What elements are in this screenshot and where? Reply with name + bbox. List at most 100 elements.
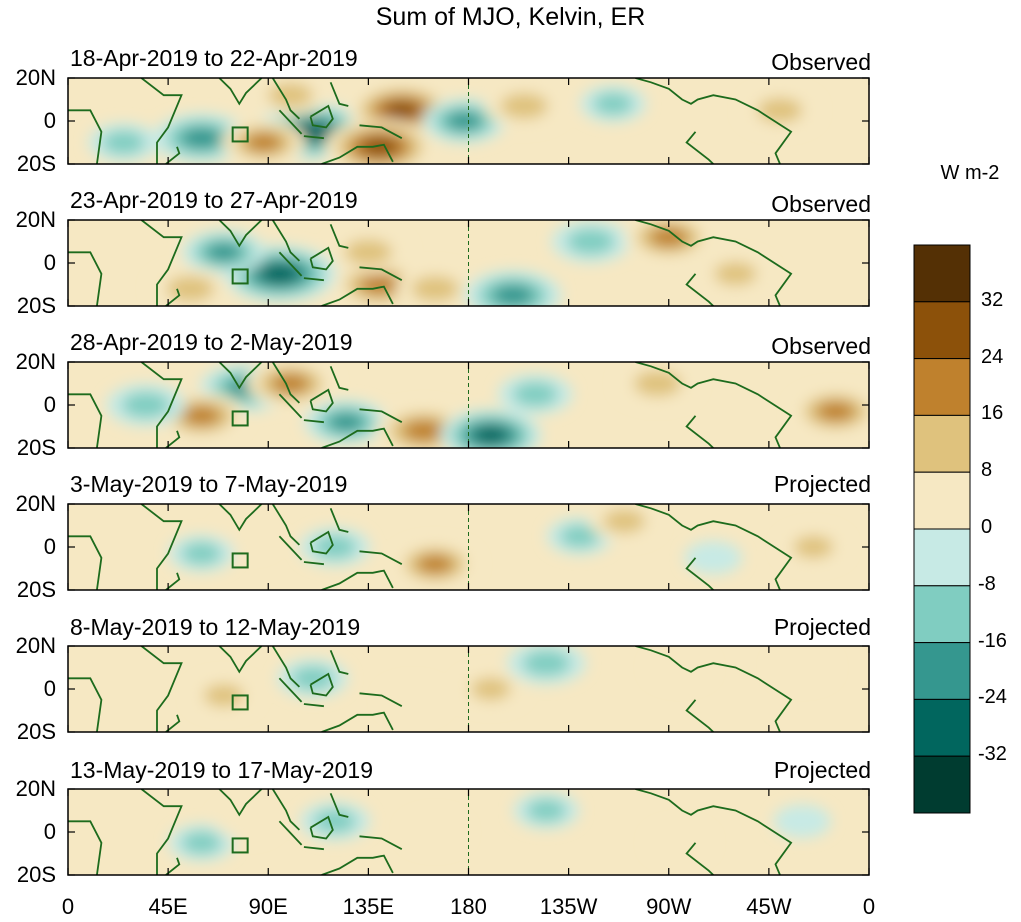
colorbar-swatch <box>913 471 971 530</box>
colorbar-units: W m-2 <box>940 162 1000 184</box>
colorbar-swatch <box>913 301 971 360</box>
coastline <box>309 246 334 271</box>
coastline <box>271 362 301 404</box>
region-box <box>231 126 249 143</box>
coastline <box>68 820 103 875</box>
anomaly-region <box>215 803 277 839</box>
map-panel <box>67 77 870 165</box>
y-tick-label: 20N <box>15 349 56 374</box>
anomaly-region <box>182 405 221 426</box>
coastline <box>165 430 181 448</box>
x-tick-label: 45E <box>148 894 188 919</box>
anomaly-region <box>526 799 567 822</box>
anomaly-region <box>649 825 711 861</box>
anomaly-region <box>793 535 834 559</box>
x-tick-label: 90W <box>646 894 692 919</box>
anomaly-region <box>633 370 682 397</box>
coastline <box>321 427 394 448</box>
x-tick-label: 180 <box>450 894 487 919</box>
anomaly-region <box>268 83 313 108</box>
colorbar-tick-label: 0 <box>981 516 993 538</box>
x-tick-label: 90E <box>248 894 288 919</box>
coastline <box>635 220 793 306</box>
anomaly-region <box>384 101 420 120</box>
anomaly-region <box>567 228 615 255</box>
anomaly-region <box>470 677 511 701</box>
y-tick-label: 0 <box>43 819 56 844</box>
coastline <box>635 789 793 875</box>
coastline <box>68 535 103 590</box>
y-tick-label: 20S <box>16 577 56 602</box>
y-tick-label: 20N <box>15 65 56 90</box>
anomaly-region <box>291 666 334 690</box>
colorbar-swatch <box>913 528 971 587</box>
y-tick-label: 20N <box>15 776 56 801</box>
anomaly-region <box>403 420 445 442</box>
coastline <box>685 699 714 732</box>
anomaly-region <box>382 682 444 718</box>
panel-date-range: 8-May-2019 to 12-May-2019 <box>70 614 361 640</box>
coastline <box>685 557 714 590</box>
colorbar-tick-label: 24 <box>981 345 1004 368</box>
coastline <box>140 78 183 164</box>
y-tick-label: 20S <box>16 151 56 176</box>
anomaly-region <box>417 554 454 574</box>
coastline <box>359 266 403 281</box>
coastline <box>68 251 103 306</box>
coastline <box>359 124 403 139</box>
panel-date-range: 18-Apr-2019 to 22-Apr-2019 <box>70 45 358 71</box>
anomaly-region <box>603 509 646 533</box>
coastline <box>140 220 183 306</box>
colorbar-swatch <box>913 755 971 814</box>
coastline <box>303 703 324 708</box>
anomaly-region <box>492 284 534 306</box>
coastline <box>140 789 183 875</box>
coastline <box>271 646 301 688</box>
y-tick-label: 20N <box>15 207 56 232</box>
map-panel <box>67 645 870 733</box>
colorbar-swatch <box>913 585 971 644</box>
anomaly-region <box>180 127 223 149</box>
coastline <box>635 362 793 448</box>
colorbar-tick-label: 8 <box>981 459 993 482</box>
coastline <box>321 285 394 306</box>
coastline <box>359 692 403 707</box>
coastline <box>218 504 263 532</box>
colorbar-tick-label: -16 <box>978 629 1007 652</box>
panel-status: Projected <box>773 614 871 640</box>
coastline <box>309 104 334 129</box>
coastline <box>635 646 793 732</box>
coastline <box>278 677 303 703</box>
anomaly-region <box>773 804 831 838</box>
coastline <box>165 714 181 732</box>
coastline <box>685 131 714 164</box>
anomaly-region <box>593 92 633 115</box>
coastline <box>68 677 103 732</box>
anomaly-region <box>649 649 711 686</box>
anomaly-region <box>181 831 222 854</box>
coastline <box>165 572 181 590</box>
coastline <box>329 649 349 675</box>
y-tick-label: 0 <box>43 392 56 417</box>
anomaly-region <box>181 542 222 565</box>
coastline <box>321 711 394 732</box>
y-tick-label: 20S <box>16 435 56 460</box>
y-tick-label: 20N <box>15 633 56 658</box>
anomaly-region <box>771 649 834 686</box>
x-tick-label: 45W <box>746 894 792 919</box>
anomaly-region <box>757 98 803 123</box>
region-box <box>231 268 249 285</box>
map-panel <box>67 503 870 591</box>
coastline <box>329 365 349 391</box>
anomaly-region <box>559 525 600 548</box>
panel-date-range: 28-Apr-2019 to 2-May-2019 <box>70 329 353 355</box>
x-tick-label: 0 <box>862 894 876 919</box>
anomaly-region <box>313 535 357 559</box>
colorbar-tick-label: -8 <box>978 572 996 595</box>
coastline <box>309 388 334 413</box>
anomaly-region <box>411 276 459 302</box>
anomaly-region <box>260 264 299 284</box>
coastline <box>329 507 349 533</box>
